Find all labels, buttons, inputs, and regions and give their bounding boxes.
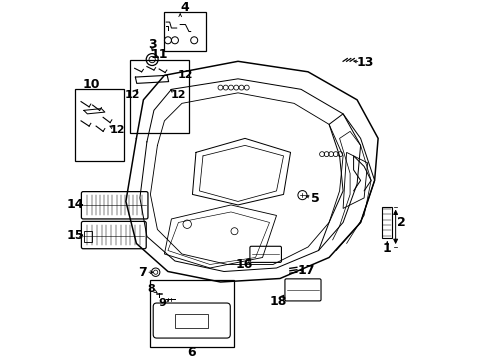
Text: 12: 12 xyxy=(171,90,186,100)
Bar xyxy=(150,280,234,347)
Text: 8: 8 xyxy=(147,284,155,294)
Text: 12: 12 xyxy=(125,90,140,100)
Text: 2: 2 xyxy=(397,216,406,229)
Text: 1: 1 xyxy=(383,242,392,255)
Text: 18: 18 xyxy=(270,295,287,308)
Text: 12: 12 xyxy=(110,125,125,135)
Text: 6: 6 xyxy=(188,346,196,359)
Text: 7: 7 xyxy=(138,266,147,279)
Text: 9: 9 xyxy=(158,298,166,308)
Text: 5: 5 xyxy=(311,192,319,205)
Bar xyxy=(382,207,392,238)
Text: 11: 11 xyxy=(151,49,168,62)
Bar xyxy=(130,59,189,133)
Text: 14: 14 xyxy=(66,198,84,211)
Bar xyxy=(75,89,124,161)
Text: 4: 4 xyxy=(181,1,190,14)
Text: 12: 12 xyxy=(177,70,193,80)
Text: 3: 3 xyxy=(148,38,156,51)
Bar xyxy=(164,12,206,51)
Text: 16: 16 xyxy=(236,258,253,271)
Text: 13: 13 xyxy=(356,56,374,69)
Bar xyxy=(84,231,92,242)
Bar xyxy=(175,314,208,328)
Text: 15: 15 xyxy=(66,229,84,242)
Text: 10: 10 xyxy=(83,77,100,91)
Text: 17: 17 xyxy=(297,264,315,277)
